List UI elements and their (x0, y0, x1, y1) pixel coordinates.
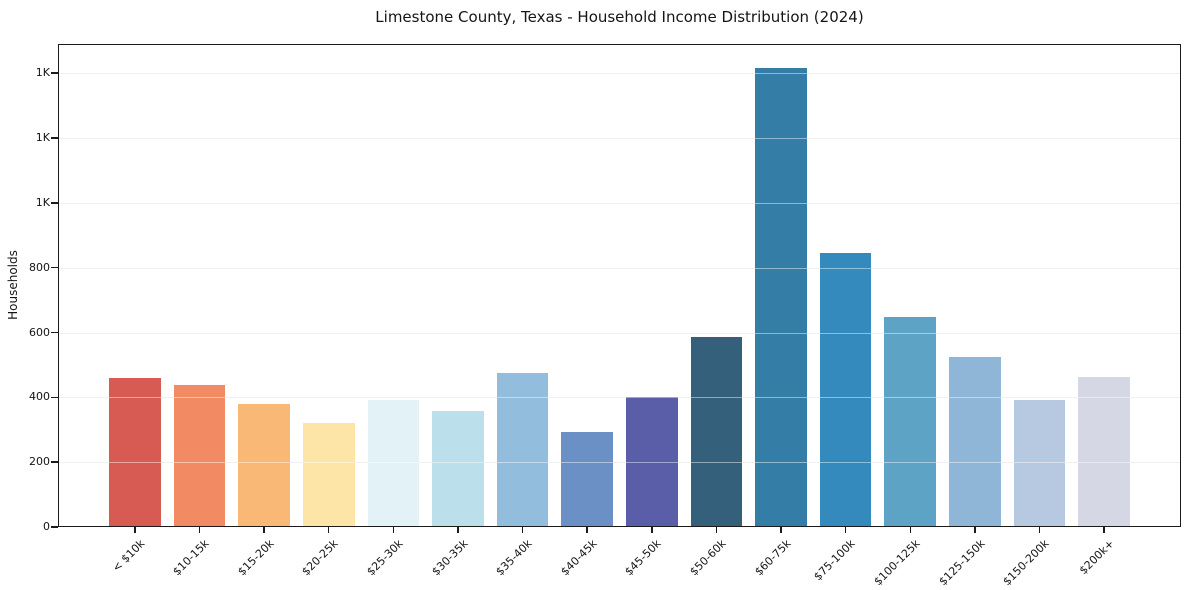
bar (302, 423, 355, 527)
bar (109, 377, 161, 527)
gridline (58, 202, 1181, 204)
bar (173, 385, 226, 527)
gridline (58, 138, 1181, 139)
x-tick-mark (1038, 527, 1041, 533)
chart-title: Limestone County, Texas - Household Inco… (375, 8, 864, 26)
y-tick-label: 400 (29, 390, 50, 404)
y-tick-label: 600 (29, 325, 50, 339)
gridline (58, 462, 1181, 464)
plot-area (58, 44, 1181, 527)
gridline-highlight (58, 462, 1181, 464)
x-tick-mark (715, 527, 718, 533)
gridline-highlight (58, 267, 1181, 269)
bar (690, 336, 743, 527)
gridline (58, 73, 1181, 75)
bar (367, 399, 420, 527)
x-tick-mark (651, 527, 653, 533)
gridline-highlight (58, 397, 1181, 399)
bar (238, 403, 290, 527)
x-tick-mark (198, 527, 201, 533)
bar (432, 410, 484, 527)
gridline-highlight (58, 73, 1181, 75)
x-tick-mark (392, 527, 395, 533)
bar (496, 373, 549, 527)
bar (561, 431, 614, 527)
bar (625, 396, 678, 527)
x-tick-mark (457, 527, 459, 533)
y-tick-mark (51, 526, 58, 528)
y-tick-mark (51, 331, 58, 334)
y-axis-label: Households (6, 250, 20, 320)
gridline-highlight (58, 138, 1181, 139)
x-tick-mark (134, 527, 136, 533)
y-tick-label: 1K (35, 131, 50, 144)
y-tick-mark (51, 461, 58, 463)
bar (819, 252, 872, 527)
y-tick-mark (51, 72, 58, 74)
y-tick-mark (51, 202, 58, 204)
x-tick-mark (521, 527, 524, 533)
gridline (58, 332, 1181, 334)
x-tick-mark (327, 527, 330, 533)
y-tick-label: 0 (43, 520, 50, 533)
bar (1013, 399, 1066, 527)
y-tick-label: 200 (29, 455, 50, 469)
bar (949, 356, 1001, 527)
x-tick-mark (974, 527, 976, 533)
x-tick-mark (909, 527, 911, 533)
gridline (58, 397, 1181, 399)
y-tick-label: 800 (29, 260, 50, 274)
y-tick-mark (51, 396, 58, 399)
gridline-highlight (58, 332, 1181, 334)
x-tick-mark (263, 527, 265, 533)
y-tick-label: 1K (35, 66, 50, 80)
bar (884, 316, 937, 527)
y-tick-mark (51, 266, 58, 269)
x-tick-mark (1103, 527, 1105, 533)
x-tick-mark (780, 527, 782, 533)
x-tick-mark (586, 527, 588, 533)
gridline (58, 267, 1181, 269)
gridline-highlight (58, 202, 1181, 204)
y-tick-label: 1K (35, 195, 50, 209)
x-tick-mark (844, 527, 847, 533)
bar (755, 68, 807, 527)
bar (1078, 376, 1130, 527)
y-tick-mark (51, 137, 58, 139)
